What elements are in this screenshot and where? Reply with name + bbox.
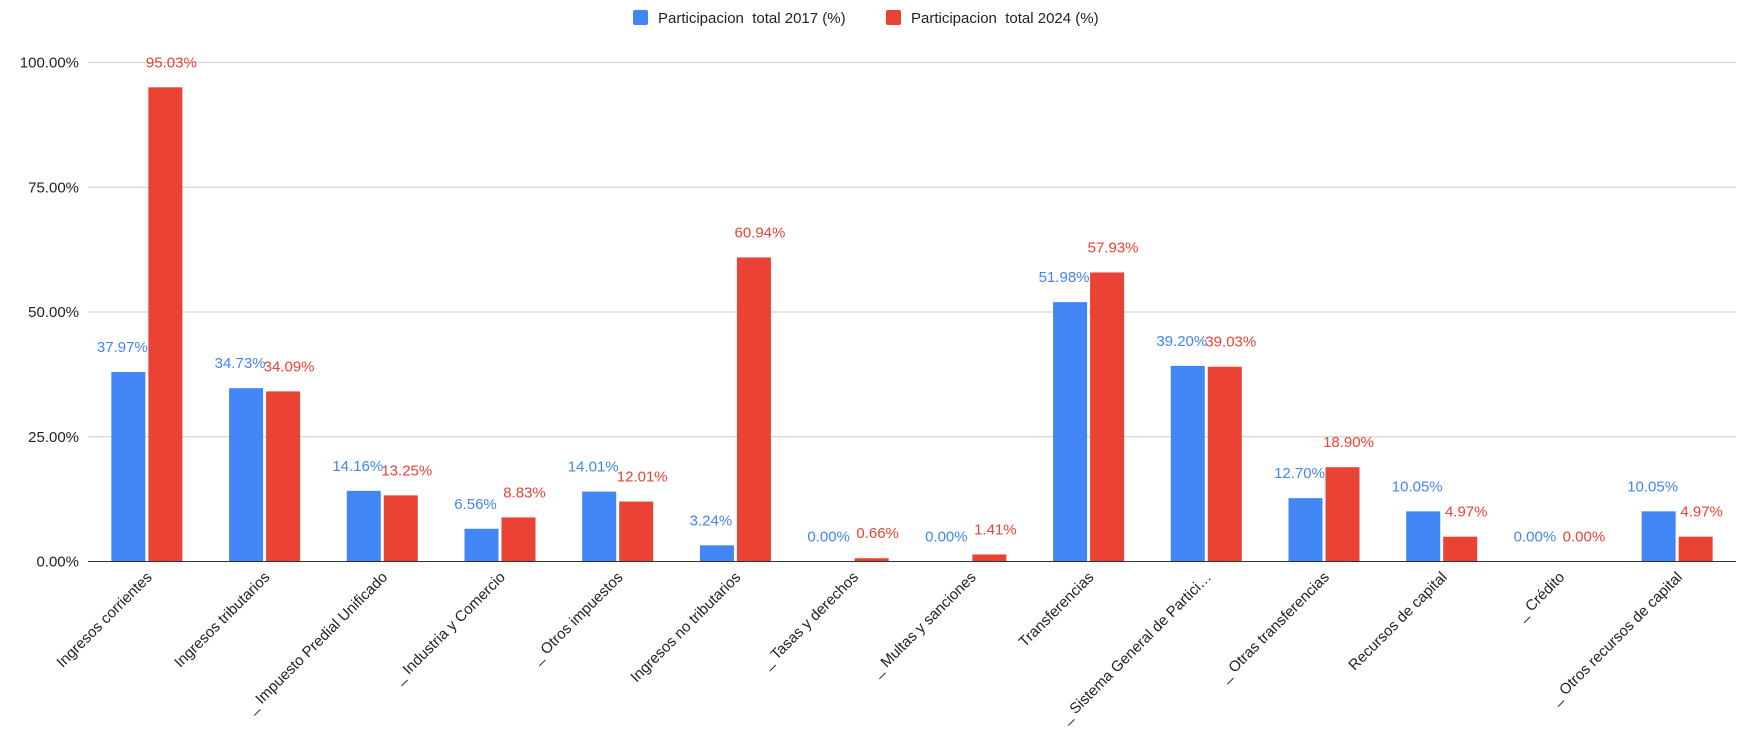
data-label-2024: 4.97% (1680, 504, 1723, 521)
y-tick-label: 75.00% (28, 179, 79, 196)
category-label: Ingresos corrientes (53, 569, 155, 671)
bar-2024 (736, 257, 771, 562)
data-label-2024: 4.97% (1445, 504, 1488, 521)
bar-2017 (1406, 511, 1441, 562)
category-label: _ Impuesto Predial Unificado (243, 569, 391, 717)
data-label-2024: 60.94% (734, 224, 785, 241)
legend-label-2017: Participacion total 2017 (%) (658, 10, 846, 27)
category-label: _ Otros recursos de capital (1546, 569, 1685, 708)
data-label-2024: 1.41% (974, 521, 1017, 538)
data-label-2024: 95.03% (146, 54, 197, 71)
data-label-2017: 0.00% (1514, 529, 1557, 546)
category-label: _ Industria y Comercio (390, 569, 509, 688)
data-label-2017: 14.16% (332, 458, 383, 475)
data-label-2017: 51.98% (1039, 269, 1090, 286)
gridlines (88, 62, 1736, 438)
bar-2024 (501, 517, 536, 562)
bar-2017 (1170, 365, 1205, 562)
bar-2024 (1090, 272, 1125, 562)
data-label-2024: 13.25% (381, 462, 432, 479)
legend-swatch-2024 (886, 10, 901, 25)
category-labels: Ingresos corrientes Ingresos tributarios_… (53, 569, 1686, 727)
data-label-2024: 0.66% (856, 525, 899, 542)
data-label-2024: 18.90% (1323, 434, 1374, 451)
data-label-2017: 37.97% (97, 339, 148, 356)
category-label: _ Tasas y derechos (758, 569, 862, 673)
data-label-2024: 8.83% (503, 484, 546, 501)
data-label-2017: 3.24% (690, 512, 733, 529)
bar-2017 (1053, 302, 1088, 562)
data-label-2024: 12.01% (617, 469, 668, 486)
category-label: _ Otros impuestos (528, 569, 627, 668)
data-labels: 37.97% 95.03% 34.73%34.09% 14.16%13.25% 6.56… (97, 54, 1723, 545)
data-label-2017: 34.73% (215, 355, 266, 372)
bar-2024 (266, 391, 301, 562)
bar-2017 (346, 490, 381, 562)
bar-2017 (1288, 498, 1323, 562)
bar-2017 (582, 491, 617, 562)
data-label-2017: 12.70% (1274, 465, 1325, 482)
category-label: _ Multas y sanciones (868, 569, 980, 681)
y-tick-label: 0.00% (36, 554, 79, 571)
bar-2017 (1641, 511, 1676, 562)
y-tick-label: 100.00% (20, 55, 79, 72)
category-label: Transferencias (1016, 569, 1098, 651)
data-label-2024: 39.03% (1205, 334, 1256, 351)
category-label: Ingresos tributarios (171, 569, 273, 671)
data-label-2017: 10.05% (1627, 478, 1678, 495)
data-label-2024: 0.00% (1563, 529, 1606, 546)
data-label-2017: 10.05% (1392, 478, 1443, 495)
legend: Participacion total 2017 (%) Participacio… (633, 10, 1099, 27)
y-axis-ticks: 0.00% 25.00% 50.00% 75.00% 100.00% (20, 55, 79, 571)
legend-swatch-2017 (633, 10, 648, 25)
category-label: Recursos de capital (1345, 569, 1450, 674)
category-label: Ingresos no tributarios (627, 569, 744, 686)
data-label-2024: 34.09% (264, 358, 315, 375)
data-label-2017: 14.01% (568, 459, 619, 476)
data-label-2024: 57.93% (1088, 239, 1139, 256)
bar-2024 (854, 558, 889, 562)
bars (111, 87, 1713, 562)
bar-2024 (1207, 366, 1242, 562)
bar-2024 (619, 501, 654, 562)
bar-2017 (111, 372, 146, 562)
bar-2024 (383, 495, 418, 562)
data-label-2017: 6.56% (454, 496, 497, 513)
data-label-2017: 0.00% (807, 529, 850, 546)
y-tick-label: 25.00% (28, 429, 79, 446)
bar-2024 (1325, 467, 1360, 562)
category-label: _ Otras transferencias (1216, 569, 1333, 686)
bar-2024 (972, 554, 1007, 562)
category-label: _ Crédito (1512, 569, 1568, 625)
legend-label-2024: Participacion total 2024 (%) (911, 10, 1099, 27)
bar-2024 (148, 87, 183, 562)
y-tick-label: 50.00% (28, 304, 79, 321)
bar-2017 (699, 545, 734, 562)
bar-2024 (1678, 536, 1713, 562)
bar-2017 (229, 388, 264, 562)
data-label-2017: 0.00% (925, 529, 968, 546)
data-label-2017: 39.20% (1156, 333, 1207, 350)
bar-2017 (464, 528, 499, 562)
bar-2024 (1443, 536, 1478, 562)
